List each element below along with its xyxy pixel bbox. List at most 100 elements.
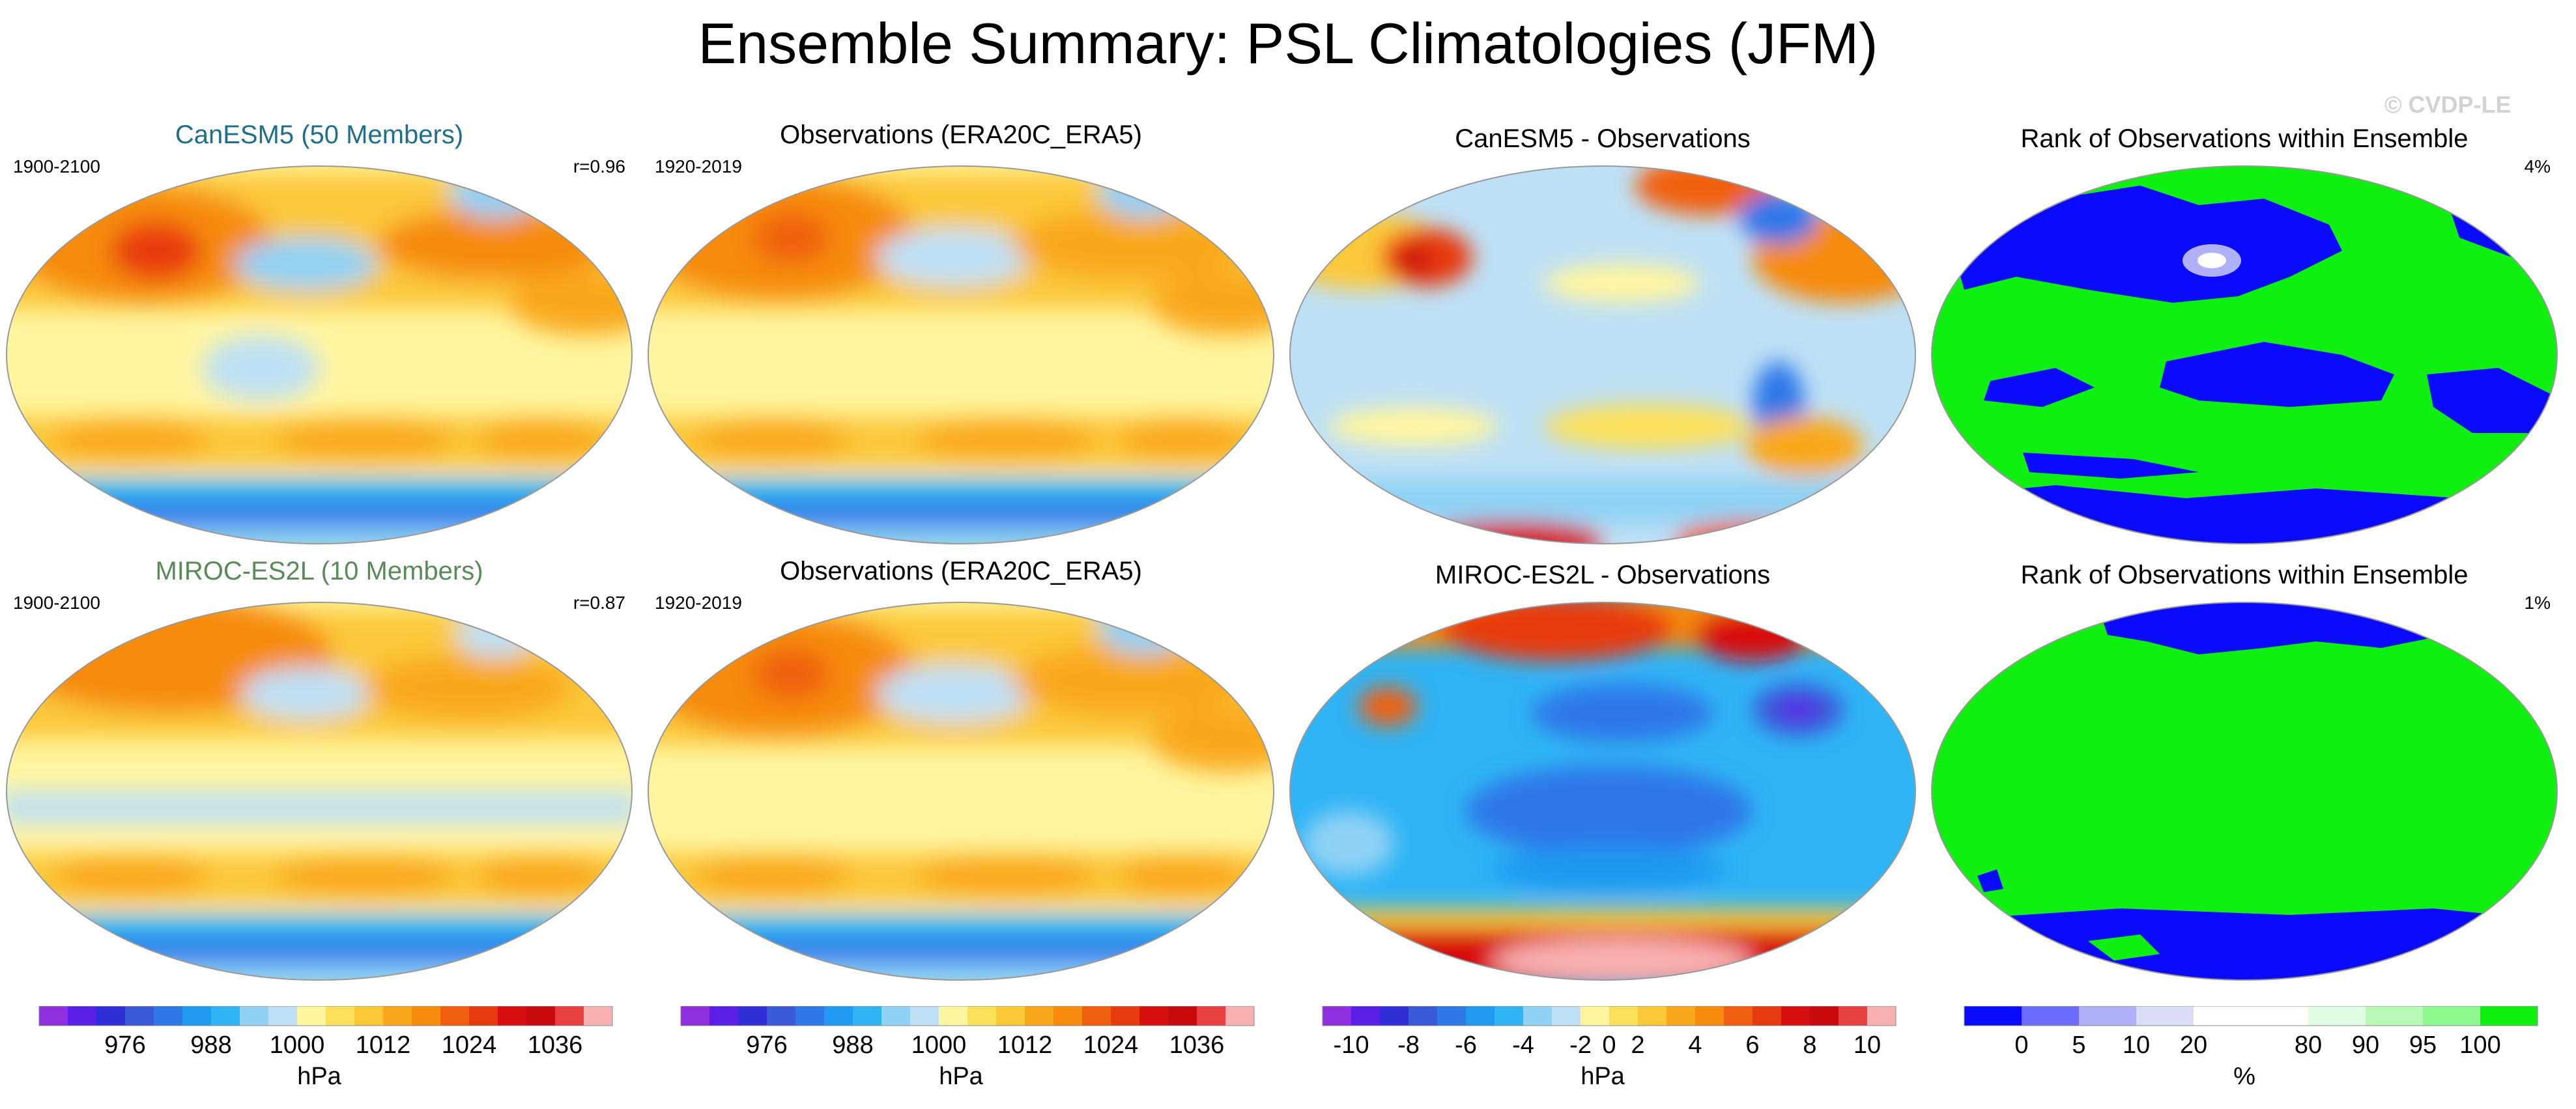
panel-title: CanESM5 (50 Members) — [175, 120, 464, 149]
period-label: 1920-2019 — [655, 593, 742, 613]
panel-title: Observations (ERA20C_ERA5) — [780, 120, 1142, 149]
colorbar-swatch — [1111, 1006, 1140, 1026]
colorbar-swatch — [326, 1006, 355, 1026]
colorbar-swatch — [1495, 1006, 1524, 1026]
colorbar-tick-label: 10 — [2123, 1032, 2150, 1059]
colorbar-tick-label: 6 — [1745, 1032, 1759, 1059]
colorbar-swatch — [1839, 1006, 1868, 1026]
colorbar-swatch — [1638, 1006, 1667, 1026]
colorbar-swatch — [910, 1006, 939, 1026]
colorbar-tick-label: 1000 — [911, 1032, 967, 1059]
colorbar-tick-label: 0 — [1602, 1032, 1616, 1059]
colorbar-swatch — [2480, 1006, 2538, 1026]
colorbar-swatch — [881, 1006, 911, 1026]
colorbar-tick-label: 20 — [2180, 1032, 2207, 1059]
colorbar-swatch — [211, 1006, 240, 1026]
watermark: © CVDP-LE — [2384, 91, 2512, 118]
panel-title: MIROC-ES2L (10 Members) — [155, 557, 483, 585]
colorbar-tick-label: -8 — [1397, 1032, 1420, 1059]
colorbar-tick-label: 1036 — [528, 1032, 583, 1059]
colorbar-swatch — [1523, 1006, 1553, 1026]
colorbar-border — [1322, 1006, 1896, 1026]
colorbar-swatch — [1466, 1006, 1495, 1026]
colorbar-swatch — [584, 1006, 613, 1026]
colorbar-diff: -10 -8 -6 -4 -2 0 2 4 6 8 10 hPa — [1283, 1006, 1922, 1104]
colorbar-swatch — [39, 1006, 68, 1026]
colorbar-tick-label: 1012 — [997, 1032, 1053, 1059]
correlation-label: r=0.96 — [573, 156, 625, 176]
colorbar-svg: 976 988 1000 1012 1024 1036 — [680, 1006, 1255, 1059]
colorbar-swatch — [240, 1006, 269, 1026]
colorbar-swatch — [939, 1006, 968, 1026]
colorbar-swatch — [154, 1006, 183, 1026]
colorbar-swatch — [1552, 1006, 1581, 1026]
colorbar-swatch — [1025, 1006, 1054, 1026]
colorbar-tick-label: 988 — [832, 1032, 873, 1059]
colorbar-swatch — [967, 1006, 997, 1026]
colorbar-tick-label: -6 — [1455, 1032, 1477, 1059]
period-label: 1900-2100 — [13, 156, 100, 176]
colorbar-swatch — [1139, 1006, 1169, 1026]
colorbar-psl-1: 976 988 1000 1012 1024 1036 hPa — [0, 1006, 638, 1104]
colorbar-swatch — [795, 1006, 825, 1026]
difference-map — [1289, 602, 1916, 981]
colorbar-swatch — [1197, 1006, 1226, 1026]
colorbar-swatch — [125, 1006, 154, 1026]
colorbar-swatch — [2136, 1006, 2194, 1026]
colorbar-tick-label: 0 — [2014, 1032, 2028, 1059]
colorbar-swatch — [738, 1006, 767, 1026]
panel-rank-row2: Rank of Observations within Ensemble 1% — [1925, 550, 2564, 993]
figure-title: Ensemble Summary: PSL Climatologies (JFM… — [698, 11, 1878, 76]
colorbar-swatch — [68, 1006, 97, 1026]
colorbar-tick-label: 1024 — [1083, 1032, 1139, 1059]
colorbar-swatch — [2194, 1006, 2252, 1026]
panel-title: Rank of Observations within Ensemble — [2020, 561, 2469, 589]
rank-map — [1931, 602, 2558, 981]
difference-map — [1289, 165, 1916, 544]
panel-obs-row1: Observations (ERA20C_ERA5) 1920-2019 — [642, 114, 1280, 557]
colorbar-tick-label: 976 — [746, 1032, 787, 1059]
colorbar-swatch — [824, 1006, 853, 1026]
colorbar-swatch — [1724, 1006, 1753, 1026]
colorbar-border — [680, 1006, 1255, 1026]
psl-map — [6, 165, 633, 544]
colorbar-tick-label: 90 — [2352, 1032, 2379, 1059]
colorbar-svg: -10 -8 -6 -4 -2 0 2 4 6 8 10 — [1322, 1006, 1896, 1059]
panel-model-row2: MIROC-ES2L (10 Members) 1900-2100 r=0.87 — [0, 550, 638, 993]
colorbar-tick-label: 1012 — [356, 1032, 411, 1059]
psl-map — [648, 165, 1274, 544]
colorbar-tick-label: 1024 — [442, 1032, 497, 1059]
colorbar-units: hPa — [1581, 1063, 1625, 1090]
colorbar-swatch — [1225, 1006, 1255, 1026]
colorbar-tick-label: -4 — [1512, 1032, 1534, 1059]
colorbar-units: hPa — [297, 1063, 341, 1090]
panel-model-row1: CanESM5 (50 Members) 1900-2100 r=0.96 — [0, 114, 638, 557]
colorbar-tick-label: 95 — [2409, 1032, 2437, 1059]
colorbar-units: % — [2233, 1063, 2255, 1090]
colorbar-swatch — [555, 1006, 584, 1026]
colorbar-swatch — [1810, 1006, 1839, 1026]
colorbar-swatch — [1781, 1006, 1810, 1026]
colorbar-swatch — [182, 1006, 212, 1026]
colorbar-swatch — [96, 1006, 126, 1026]
colorbar-swatch — [2079, 1006, 2137, 1026]
colorbar-swatch — [2308, 1006, 2366, 1026]
colorbar-tick-label: -2 — [1569, 1032, 1592, 1059]
colorbar-swatch — [2366, 1006, 2424, 1026]
panel-diff-row2: MIROC-ES2L - Observations — [1283, 550, 1922, 993]
colorbar-swatch — [2022, 1006, 2080, 1026]
colorbar-border — [1964, 1006, 2538, 1026]
colorbar-swatch — [681, 1006, 710, 1026]
colorbar-swatch — [412, 1006, 441, 1026]
psl-map — [6, 602, 633, 981]
psl-map — [648, 602, 1274, 981]
colorbar-tick-label: -10 — [1334, 1032, 1369, 1059]
colorbar-swatch — [1667, 1006, 1696, 1026]
colorbar-border — [38, 1006, 613, 1026]
percent-label: 4% — [2524, 156, 2551, 176]
colorbar-tick-label: 1036 — [1169, 1032, 1225, 1059]
colorbar-swatch — [469, 1006, 498, 1026]
colorbar-rank: 0 5 10 20 80 90 95 100 % — [1925, 1006, 2564, 1104]
colorbar-svg: 0 5 10 20 80 90 95 100 — [1964, 1006, 2538, 1059]
colorbar-units: hPa — [939, 1063, 983, 1090]
